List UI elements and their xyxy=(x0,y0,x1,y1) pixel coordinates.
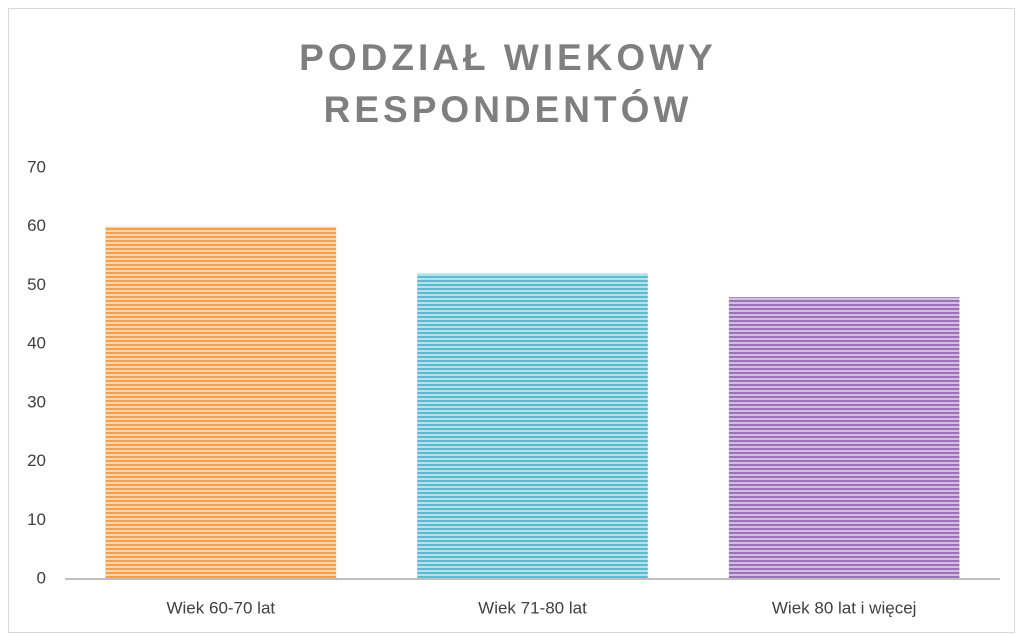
y-tick-label: 20 xyxy=(27,451,46,470)
y-tick-label: 50 xyxy=(27,275,46,294)
bar xyxy=(728,297,960,579)
y-tick-label: 40 xyxy=(27,334,46,353)
x-tick-label: Wiek 60-70 lat xyxy=(166,598,275,617)
bar xyxy=(105,226,337,579)
bar xyxy=(417,273,648,579)
y-tick-label: 30 xyxy=(27,392,46,411)
y-tick-label: 60 xyxy=(27,216,46,235)
y-tick-label: 10 xyxy=(27,510,46,529)
y-tick-label: 70 xyxy=(27,157,46,176)
x-tick-label: Wiek 80 lat i więcej xyxy=(772,598,917,617)
x-tick-label: Wiek 71-80 lat xyxy=(478,598,587,617)
y-tick-label: 0 xyxy=(37,568,46,587)
chart-title: PODZIAŁ WIEKOWY RESPONDENTÓW xyxy=(299,37,717,130)
chart-border xyxy=(8,8,1015,633)
